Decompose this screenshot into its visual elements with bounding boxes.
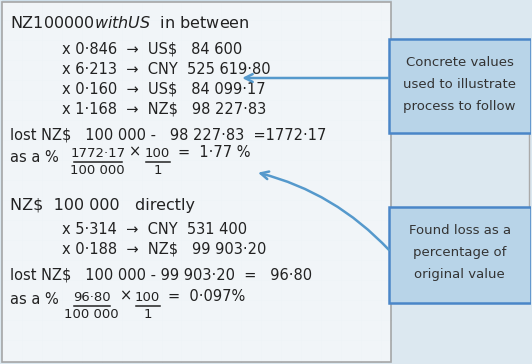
- Text: 100: 100: [145, 147, 170, 160]
- Text: ×: ×: [129, 145, 142, 160]
- Text: 96·80: 96·80: [73, 291, 111, 304]
- Text: x 0·160  →  US$   84 099·17: x 0·160 → US$ 84 099·17: [62, 82, 265, 97]
- Text: =  0·097%: = 0·097%: [168, 289, 245, 304]
- Text: 1772·17: 1772·17: [70, 147, 126, 160]
- Text: percentage of: percentage of: [413, 246, 506, 259]
- Text: x 6·213  →  CNY  525 619·80: x 6·213 → CNY 525 619·80: [62, 62, 270, 77]
- Text: Concrete values: Concrete values: [406, 56, 514, 69]
- FancyBboxPatch shape: [389, 39, 530, 133]
- Text: Found loss as a: Found loss as a: [409, 224, 511, 237]
- Text: 100 000: 100 000: [70, 164, 125, 177]
- Text: lost NZ$   100 000 - 99 903·20  =   96·80: lost NZ$ 100 000 - 99 903·20 = 96·80: [10, 268, 312, 283]
- Text: =  1·77 %: = 1·77 %: [178, 145, 250, 160]
- Text: original value: original value: [414, 268, 505, 281]
- Text: x 1·168  →  NZ$   98 227·83: x 1·168 → NZ$ 98 227·83: [62, 102, 266, 117]
- Text: 1: 1: [143, 308, 152, 321]
- Text: NZ$  100 000   directly: NZ$ 100 000 directly: [10, 198, 195, 213]
- Text: as a %: as a %: [10, 292, 59, 307]
- Text: x 5·314  →  CNY  531 400: x 5·314 → CNY 531 400: [62, 222, 247, 237]
- Text: 100 000: 100 000: [64, 308, 119, 321]
- Text: used to illustrate: used to illustrate: [403, 78, 516, 91]
- Text: NZ$  100 000   with  US$  in between: NZ$ 100 000 with US$ in between: [10, 15, 250, 31]
- Text: 100: 100: [135, 291, 160, 304]
- FancyBboxPatch shape: [389, 207, 530, 303]
- FancyBboxPatch shape: [2, 2, 391, 362]
- Text: as a %: as a %: [10, 150, 59, 165]
- Text: x 0·188  →  NZ$   99 903·20: x 0·188 → NZ$ 99 903·20: [62, 242, 266, 257]
- Text: process to follow: process to follow: [403, 100, 516, 113]
- Text: ×: ×: [120, 289, 132, 304]
- Text: x 0·846  →  US$   84 600: x 0·846 → US$ 84 600: [62, 42, 242, 57]
- Text: lost NZ$   100 000 -   98 227·83  =1772·17: lost NZ$ 100 000 - 98 227·83 =1772·17: [10, 128, 326, 143]
- Text: 1: 1: [153, 164, 162, 177]
